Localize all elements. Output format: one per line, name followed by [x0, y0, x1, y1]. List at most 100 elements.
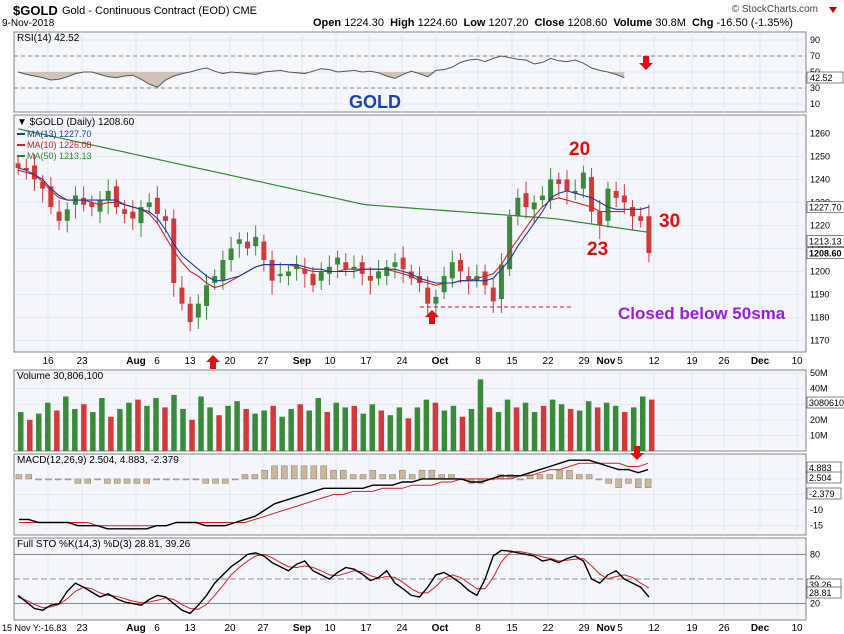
price-last-box — [806, 201, 844, 214]
rsi-y-tick: 50 — [810, 67, 820, 77]
macd-hist-bar — [517, 478, 524, 481]
panel-frames — [13, 31, 807, 621]
macd-hist-bar — [330, 469, 337, 480]
macd-hist-bar — [290, 465, 298, 480]
macd-last-value: 4.883 — [809, 463, 832, 473]
price-candle-body — [113, 186, 119, 208]
volume-bar — [567, 408, 574, 451]
ma50-legend: MA(50) 1213.13 — [27, 151, 92, 161]
price-candle-body — [220, 259, 226, 281]
chart-header: $GOLD Gold - Continuous Contract (EOD) C… — [0, 0, 844, 30]
price-x-tick: 8 — [475, 356, 481, 367]
volume-bar — [477, 379, 484, 451]
macd-hist-bar — [143, 478, 150, 484]
price-candle-body — [343, 262, 349, 270]
macd-hist-bar — [241, 474, 249, 480]
volume-bar — [315, 398, 321, 451]
macd-hist-bar — [428, 469, 436, 480]
rsi-panel: 10 30 50 70 90 RSI(14) 42.52 42.52 — [14, 33, 844, 109]
macd-hist-bar — [448, 474, 455, 480]
volume-frame — [13, 369, 807, 452]
price-y-tick: 1200 — [810, 266, 830, 276]
volume-bar — [270, 405, 276, 451]
rsi-fill-below — [18, 72, 625, 88]
chg-value: -16.50 (-1.35%) — [716, 17, 793, 29]
price-candle-body — [146, 202, 152, 208]
macd-hist-bar — [615, 478, 622, 488]
description-text: Gold - Continuous Contract (EOD) — [62, 5, 230, 17]
rsi-y-tick: 90 — [810, 35, 820, 45]
down-arrow-icon — [639, 56, 653, 70]
volume-bar — [144, 405, 150, 451]
volume-bar — [279, 416, 285, 451]
volume-bar — [306, 410, 312, 451]
macd-hist-bar — [300, 465, 308, 480]
price-candle-body — [97, 200, 103, 212]
volume-bar — [189, 419, 195, 451]
price-candle-body — [89, 202, 95, 208]
macd-hist-bar — [163, 478, 170, 481]
sto-x-tick: Nov — [597, 623, 616, 634]
sto-y-tick: 20 — [810, 599, 820, 609]
volume-bar — [468, 408, 475, 451]
chg-label: Chg — [692, 17, 714, 29]
open-value: 1224.30 — [344, 17, 384, 29]
macd-hist-bar — [438, 474, 445, 480]
price-last-value: 1227.70 — [809, 203, 842, 213]
sto-x-tick: 23 — [76, 623, 88, 634]
price-candle-body — [621, 195, 627, 203]
price-candle-body — [72, 195, 78, 205]
exchange-text: CME — [232, 5, 258, 17]
price-candle-body — [507, 216, 513, 270]
volume-last-box — [806, 396, 844, 409]
volume-bar — [504, 399, 511, 451]
price-candle-body — [212, 276, 218, 283]
volume-y-tick: 30M — [810, 399, 828, 409]
volume-bar — [576, 410, 583, 451]
high-value: 1224.60 — [417, 17, 458, 29]
price-candle-body — [466, 276, 472, 281]
macd-hist-bar — [54, 478, 62, 481]
sto-x-tick: 6 — [154, 623, 160, 634]
macd-last-box — [806, 471, 842, 484]
macd-hist-bar — [536, 474, 544, 480]
price-candle-body — [310, 273, 316, 286]
price-x-tick: 15 — [506, 356, 518, 367]
macd-hist-bar — [507, 474, 514, 480]
price-candle-body — [613, 190, 619, 198]
volume-bar — [36, 413, 42, 451]
price-candle-body — [179, 287, 185, 304]
price-candle-body — [228, 248, 234, 260]
volume-legend: Volume 30,806,100 — [17, 371, 104, 382]
close-value: 1208.60 — [567, 17, 608, 29]
macd-hist-bar — [123, 478, 131, 484]
volume-panel: 10M 20M 30M 40M 50M Volume 30,806,100 30806100 — [14, 368, 844, 451]
macd-y-tick: -5 — [810, 490, 818, 500]
chevron-down-icon[interactable] — [828, 5, 838, 15]
price-candle-body — [236, 239, 242, 244]
macd-hist-bar — [585, 474, 593, 480]
macd-hist-bar — [310, 465, 318, 480]
volume-bar — [414, 407, 421, 451]
rsi-y-tick: 70 — [810, 51, 820, 61]
volume-bar — [540, 405, 547, 451]
volume-bar — [261, 410, 267, 451]
symbol-description: Gold - Continuous Contract (EOD) CME — [62, 5, 257, 17]
price-candle-body — [474, 276, 480, 281]
volume-bar — [648, 399, 655, 451]
sto-y-tick: 80 — [810, 549, 820, 559]
volume-y-tick: 50M — [810, 368, 828, 378]
volume-bar — [72, 408, 78, 451]
price-x-tick: Oct — [432, 356, 449, 367]
macd-hist-bar — [595, 478, 603, 481]
price-candle-body — [23, 167, 29, 171]
price-candle-body — [376, 271, 382, 279]
price-x-tick: 5 — [617, 356, 623, 367]
price-x-tick: 27 — [257, 356, 269, 367]
price-x-tick: 23 — [76, 356, 88, 367]
footer-readout: 15 Nov Y:-16.83 — [2, 623, 66, 633]
sto-x-tick: 24 — [396, 623, 408, 634]
volume-bar — [396, 407, 403, 451]
volume-bar — [18, 412, 24, 451]
price-panel: 1170118011901200121012201230124012501260… — [14, 117, 844, 367]
